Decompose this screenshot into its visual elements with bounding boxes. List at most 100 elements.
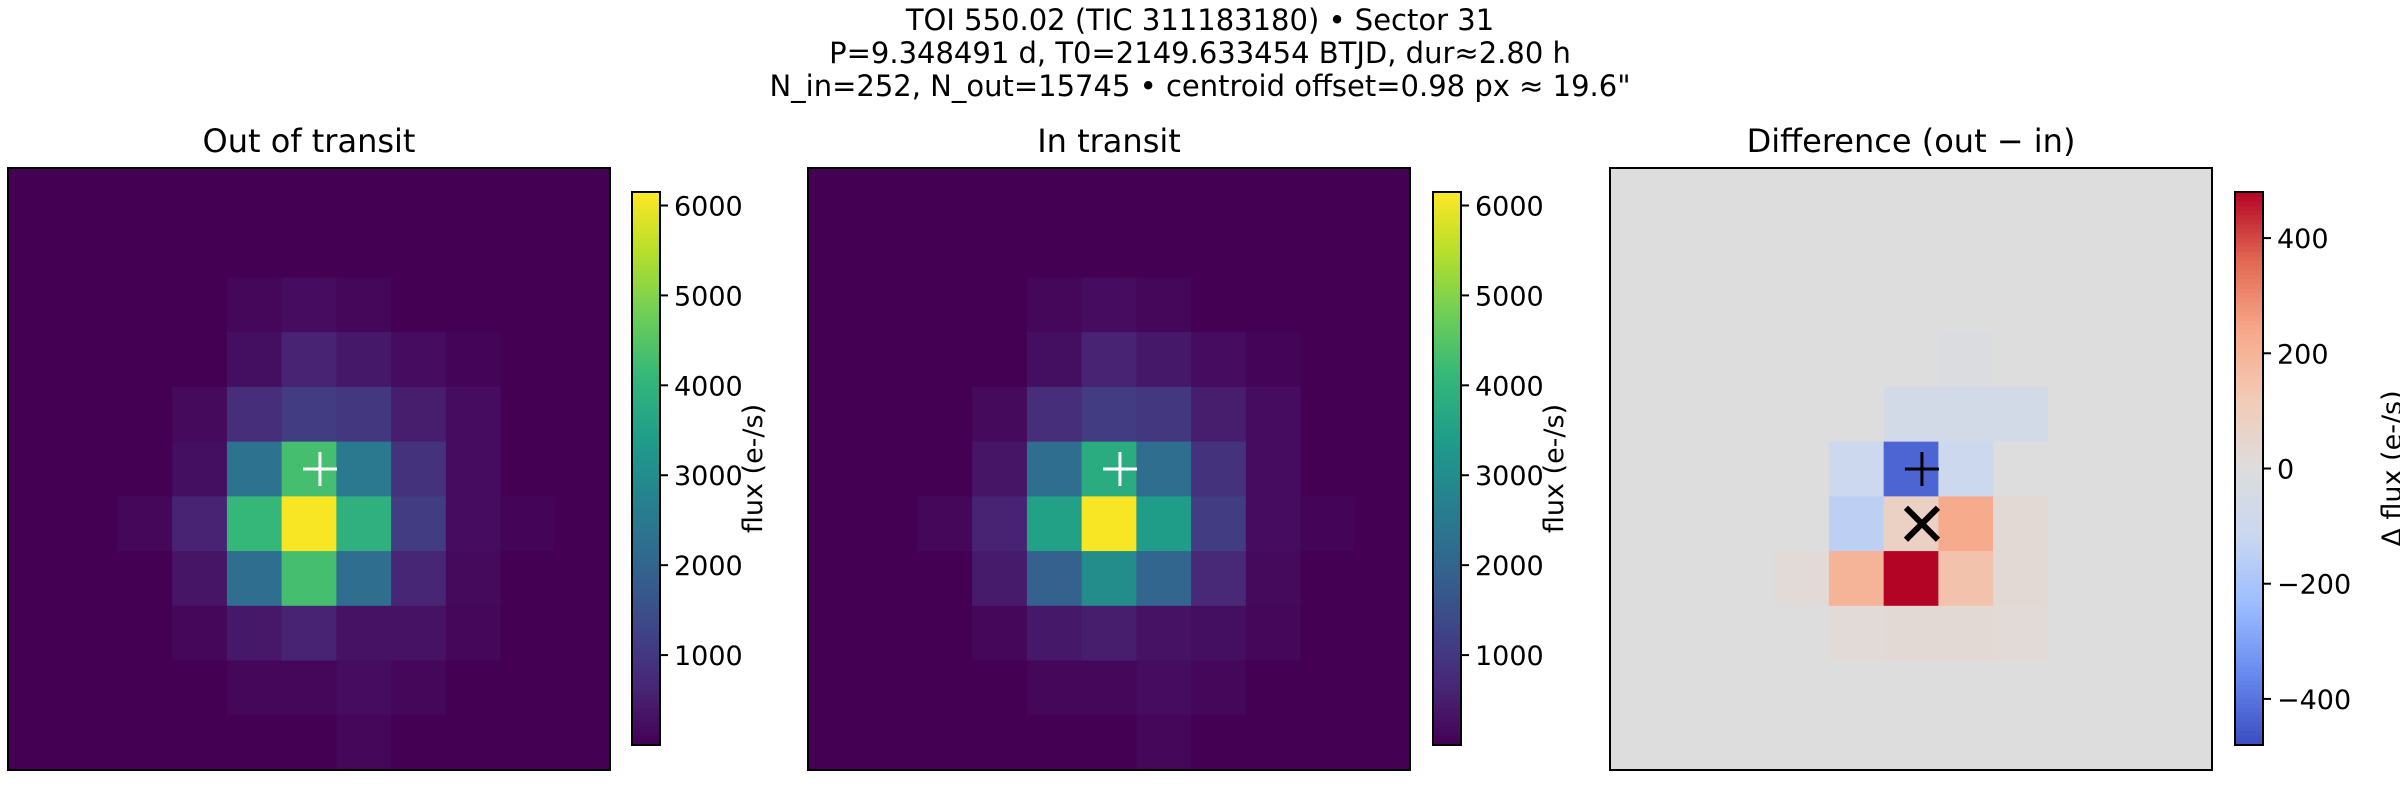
heatmap-cell: [1610, 715, 1666, 771]
heatmap-cell: [1610, 660, 1666, 716]
colorbar-segment: [632, 348, 660, 355]
heatmap-cell: [336, 496, 392, 552]
heatmap-cell: [391, 441, 447, 497]
colorbar-segment: [2235, 436, 2263, 442]
heatmap-cell: [226, 605, 283, 662]
colorbar-segment: [632, 712, 660, 719]
colorbar-tick-label: 1000: [674, 641, 743, 672]
heatmap-cell: [226, 551, 283, 607]
heatmap-cell: [1774, 441, 1830, 497]
colorbar-segment: [632, 620, 660, 626]
colorbar-segment: [2235, 459, 2263, 465]
colorbar-tick-label: 4000: [674, 371, 743, 402]
colorbar-segment: [2235, 477, 2263, 484]
colorbar-segment: [1433, 620, 1461, 626]
heatmap-cell: [1136, 222, 1192, 279]
heatmap-cell: [391, 277, 447, 333]
heatmap-cell: [2047, 168, 2104, 224]
heatmap-cell: [1664, 277, 1721, 333]
colorbar-segment: [1433, 625, 1461, 631]
heatmap-cell: [1774, 551, 1830, 607]
heatmap-cell: [862, 441, 919, 497]
heatmap-cell: [1136, 441, 1192, 497]
heatmap-cell: [1026, 715, 1083, 771]
colorbar-segment: [1433, 394, 1461, 401]
colorbar-segment: [1433, 606, 1461, 613]
heatmap-cell: [500, 277, 556, 333]
colorbar-segment: [1433, 261, 1461, 267]
colorbar: 1000 2000 3000 4000 5000 6000 flux (e-/s): [631, 191, 769, 746]
heatmap-cell: [8, 277, 64, 333]
heatmap-cell: [445, 605, 502, 662]
colorbar-segment: [2235, 648, 2263, 654]
heatmap-cell: [808, 386, 864, 443]
colorbar-segment: [2235, 293, 2263, 299]
colorbar-segment: [2235, 735, 2263, 742]
colorbar-segment: [2235, 592, 2263, 599]
colorbar-segment: [1433, 380, 1461, 387]
colorbar-segment: [1433, 477, 1461, 484]
heatmap-cell: [555, 277, 611, 333]
heatmap-cell: [2102, 386, 2158, 443]
heatmap-cell: [2157, 496, 2213, 552]
heatmap-cell: [336, 222, 392, 279]
colorbar-segment: [1433, 717, 1461, 723]
heatmap-cell: [281, 496, 337, 552]
heatmap-cell: [1136, 496, 1192, 552]
heatmap-cell: [1081, 168, 1137, 224]
colorbar-segment: [1433, 542, 1461, 548]
colorbar-segment: [632, 721, 660, 728]
colorbar-segment: [632, 403, 660, 410]
colorbar-segment: [632, 431, 660, 438]
heatmap-cell: [1664, 715, 1721, 771]
colorbar-segment: [2235, 615, 2263, 622]
heatmap-cell: [391, 386, 447, 443]
colorbar-segment: [632, 740, 660, 746]
colorbar-segment: [2235, 311, 2263, 318]
colorbar: 1000 2000 3000 4000 5000 6000 flux (e-/s): [1432, 191, 1570, 746]
colorbar-segment: [1433, 284, 1461, 290]
heatmap-cell: [172, 551, 228, 607]
heatmap-cell: [917, 332, 973, 388]
colorbar-segment: [2235, 224, 2263, 230]
colorbar-segment: [2235, 468, 2263, 474]
colorbar-segment: [2235, 192, 2263, 198]
heatmap-cell: [391, 715, 447, 771]
colorbar-segment: [2235, 491, 2263, 497]
heatmap-cell: [1300, 222, 1356, 279]
heatmap-cell: [336, 277, 392, 333]
heatmap-cell: [445, 168, 502, 224]
colorbar-segment: [632, 634, 660, 640]
heatmap-cell: [1719, 715, 1775, 771]
colorbar-segment: [1433, 219, 1461, 226]
heatmap-cell: [2157, 386, 2213, 443]
heatmap-cell: [917, 168, 973, 224]
colorbar-segment: [1433, 592, 1461, 599]
colorbar-segment: [2235, 284, 2263, 290]
colorbar-segment: [2235, 689, 2263, 696]
heatmap-cell: [1245, 386, 1302, 443]
heatmap-cell: [62, 715, 119, 771]
heatmap-cell: [1774, 715, 1830, 771]
colorbar-segment: [1433, 468, 1461, 474]
colorbar-segment: [1433, 473, 1461, 479]
colorbar-segment: [1433, 321, 1461, 327]
heatmap-cell: [281, 168, 337, 224]
colorbar-segment: [632, 459, 660, 465]
heatmap-cell: [1191, 660, 1247, 716]
heatmap-cell: [500, 168, 556, 224]
colorbar-segment: [2235, 215, 2263, 221]
heatmap-cell: [445, 222, 502, 279]
colorbar-segment: [632, 703, 660, 709]
colorbar-segment: [2235, 390, 2263, 396]
colorbar-segment: [2235, 316, 2263, 322]
colorbar-segment: [1433, 274, 1461, 281]
heatmap-cell: [972, 386, 1028, 443]
heatmap-cell: [226, 386, 283, 443]
heatmap-cell: [1610, 605, 1666, 662]
heatmap-cell: [917, 496, 973, 552]
heatmap-cell: [445, 496, 502, 552]
heatmap-cell: [808, 715, 864, 771]
colorbar-segment: [1433, 205, 1461, 212]
heatmap-cell: [862, 168, 919, 224]
